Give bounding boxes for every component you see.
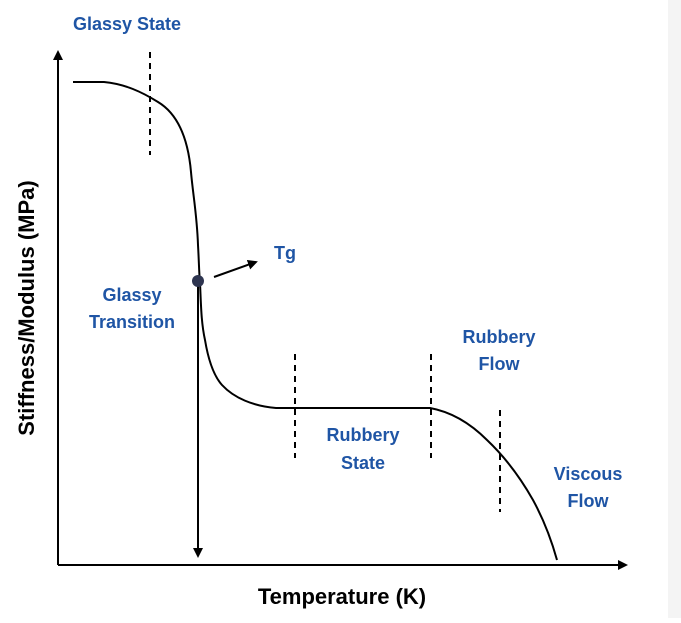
glassy-state-label: Glassy State bbox=[73, 14, 181, 34]
glassy-transition-label-line-2: Transition bbox=[89, 312, 175, 332]
rubbery-state-label-line-1: Rubbery bbox=[326, 425, 399, 445]
rubbery-flow-label-line-1: Rubbery bbox=[462, 327, 535, 347]
viscous-flow-label-line-1: Viscous bbox=[554, 464, 623, 484]
x-axis-title: Temperature (K) bbox=[258, 584, 426, 609]
tg-pointer-arrow bbox=[213, 259, 258, 278]
y-axis-title: Stiffness/Modulus (MPa) bbox=[14, 180, 39, 435]
diagram-canvas: Tg Glassy State Glassy Transition Rubber… bbox=[14, 14, 628, 609]
tg-marker-dot bbox=[192, 275, 204, 287]
tg-label: Tg bbox=[274, 243, 296, 263]
viscous-flow-label-line-2: Flow bbox=[568, 491, 610, 511]
rubbery-state-label-line-2: State bbox=[341, 453, 385, 473]
rubbery-flow-label-line-2: Flow bbox=[479, 354, 521, 374]
modulus-temperature-diagram: Tg Glassy State Glassy Transition Rubber… bbox=[14, 14, 628, 609]
modulus-curve bbox=[73, 81, 558, 561]
right-edge-panel bbox=[668, 0, 681, 618]
glassy-transition-label-line-1: Glassy bbox=[102, 285, 161, 305]
